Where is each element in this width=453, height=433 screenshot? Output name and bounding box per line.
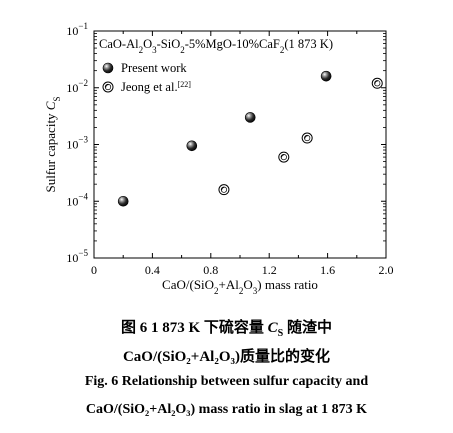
- x-tick-label: 1.6: [320, 263, 335, 277]
- x-tick-label: 0.8: [203, 263, 218, 277]
- marker-outer-ring: [102, 81, 114, 93]
- x-tick-label: 1.2: [262, 263, 277, 277]
- y-axis-label: Sulfur capacity CS: [43, 97, 62, 193]
- data-point: [186, 140, 198, 152]
- y-tick-label: 10−3: [66, 135, 88, 152]
- marker-highlight: [374, 80, 378, 84]
- marker-highlight: [221, 186, 225, 191]
- data-point: [278, 151, 290, 163]
- marker-inner-ring: [220, 186, 228, 193]
- x-tick-label: 0: [91, 263, 97, 277]
- marker-highlight: [304, 135, 308, 139]
- legend-marker: [102, 81, 114, 93]
- caption-cn-line2: CaO/(SiO₂+Al₂O₃)质量比的变化: [122, 349, 331, 365]
- marker-highlight: [281, 154, 285, 158]
- data-point: [244, 112, 256, 123]
- legend-marker: [102, 62, 114, 74]
- data-point: [301, 132, 313, 144]
- inset-title: CaO-Al2O3-SiO2-5%MgO-10%CaF2(1 873 K): [99, 37, 333, 55]
- y-tick-label: 10−2: [66, 78, 88, 95]
- x-tick-label: 2.0: [379, 263, 394, 277]
- marker-inner-ring: [374, 80, 381, 87]
- x-tick-label: 0.4: [145, 263, 160, 277]
- legend-label: Jeong et al.[22]: [121, 80, 191, 95]
- sulfur-capacity-chart: Present work Jeong et al.[22] 0 0.4 0.8 1.2 1…: [43, 21, 394, 296]
- marker-outer-ring: [218, 184, 230, 196]
- caption-cn-line1: 图 6 1 873 K 下硫容量 CS 随渣中: [120, 320, 332, 339]
- marker-inner-ring: [304, 134, 311, 142]
- y-tick-label: 10−4: [66, 191, 88, 208]
- x-axis-label: CaO/(SiO2+Al2O3) mass ratio: [162, 277, 318, 296]
- legend-label: Present work: [121, 61, 187, 75]
- data-point: [218, 184, 230, 196]
- marker-inner-ring: [280, 153, 287, 161]
- caption-en-line1: Fig. 6 Relationship between sulfur capac…: [84, 374, 369, 389]
- marker-outer-ring: [278, 151, 290, 163]
- data-point: [371, 77, 383, 89]
- data-point: [320, 70, 332, 82]
- data-point: [117, 195, 129, 207]
- marker-outer-ring: [301, 132, 313, 144]
- marker-outer-ring: [371, 77, 383, 89]
- caption-en-line2: CaO/(SiO₂+Al₂O₃) mass ratio in slag at 1…: [85, 402, 368, 417]
- y-tick-label: 10−1: [66, 21, 88, 38]
- marker-highlight: [105, 84, 109, 88]
- marker-inner-ring: [104, 83, 112, 91]
- y-tick-label: 10−5: [66, 248, 88, 265]
